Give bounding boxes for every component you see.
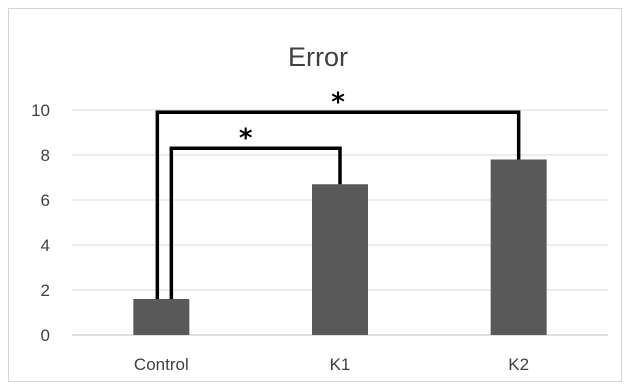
- bar-k2: [491, 160, 547, 336]
- x-category-label: K2: [508, 355, 529, 374]
- y-tick-label: 8: [41, 146, 50, 165]
- y-axis-ticks: 0 2 4 6 8 10: [31, 101, 50, 345]
- significance-star: *: [239, 123, 253, 153]
- y-tick-label: 2: [41, 281, 50, 300]
- x-axis-categories: Control K1 K2: [134, 355, 529, 374]
- y-tick-label: 4: [41, 236, 50, 255]
- bar-control: [133, 299, 189, 335]
- chart-title: Error: [288, 42, 348, 72]
- x-category-label: Control: [134, 355, 189, 374]
- bar-k1: [312, 184, 368, 335]
- y-tick-label: 0: [41, 326, 50, 345]
- y-tick-label: 10: [31, 101, 50, 120]
- significance-star: *: [331, 87, 345, 117]
- x-category-label: K1: [330, 355, 351, 374]
- y-tick-label: 6: [41, 191, 50, 210]
- bars: [133, 160, 546, 336]
